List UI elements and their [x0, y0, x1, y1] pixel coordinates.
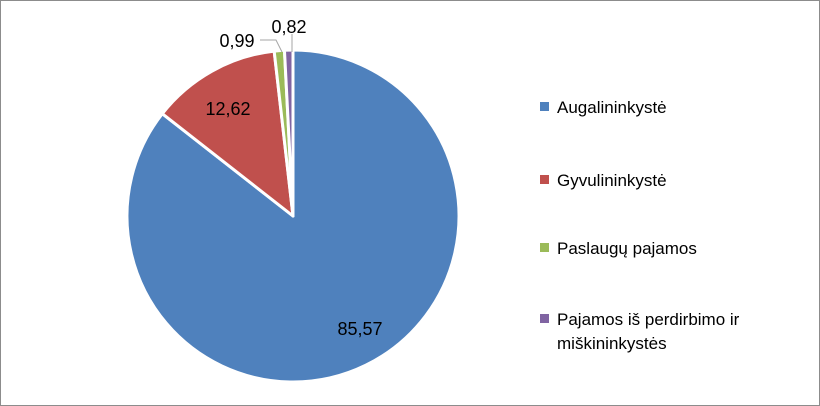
legend-swatch	[540, 175, 549, 184]
data-labels: 85,57 12,62 0,99 0,82	[205, 17, 382, 339]
pie-slices	[125, 48, 461, 384]
legend-swatch	[540, 102, 549, 111]
leader-line	[260, 39, 283, 53]
legend-item-pajamos-is-perdirbimo: Pajamos iš perdirbimo ir miškininkystės	[540, 308, 807, 356]
legend-swatch	[540, 243, 549, 252]
leader-lines	[260, 34, 293, 53]
legend-item-augalininkyste: Augalininkystė	[540, 96, 807, 120]
value-label-pajamos-is-perdirbimo: 0,82	[271, 17, 306, 37]
legend-label: Pajamos iš perdirbimo ir miškininkystės	[557, 310, 740, 353]
slice-gyvulininkyste	[160, 49, 295, 218]
legend-label: Augalininkystė	[557, 98, 667, 117]
legend-item-paslaugu-pajamos: Paslaugų pajamos	[540, 237, 807, 261]
value-label-paslaugu-pajamos: 0,99	[219, 31, 254, 51]
legend-item-gyvulininkyste: Gyvulininkystė	[540, 169, 807, 193]
legend-label: Paslaugų pajamos	[557, 239, 697, 258]
legend-swatch	[540, 314, 549, 323]
slice-pajamos-is-perdirbimo	[282, 48, 295, 218]
legend-label: Gyvulininkystė	[557, 171, 667, 190]
value-label-gyvulininkyste: 12,62	[205, 99, 250, 119]
value-label-augalininkyste: 85,57	[337, 319, 382, 339]
